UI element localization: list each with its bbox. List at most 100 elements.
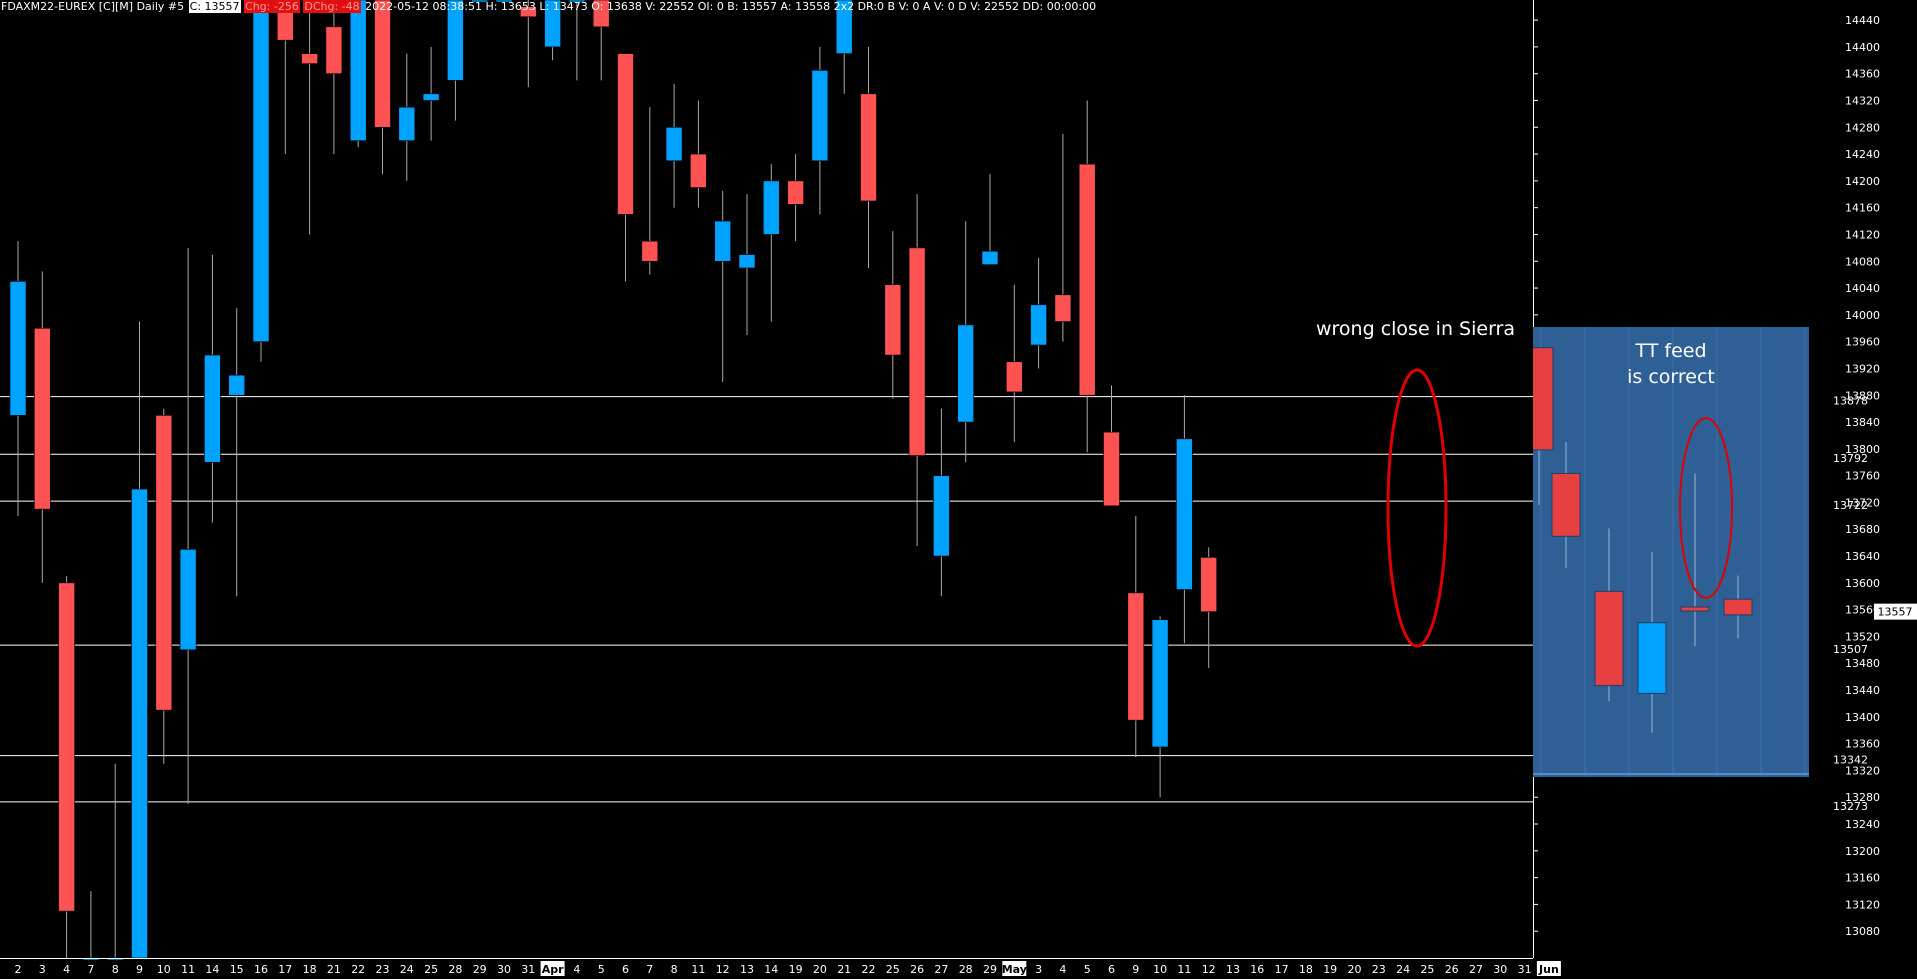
price-tick-label: 14320 bbox=[1845, 94, 1880, 107]
up-candle bbox=[762, 180, 780, 235]
date-tick-label: 10 bbox=[1153, 963, 1167, 976]
date-tick-label: 11 bbox=[181, 963, 195, 976]
up-candle bbox=[252, 0, 270, 342]
date-tick-label: 22 bbox=[351, 963, 365, 976]
date-tick-label: 28 bbox=[448, 963, 462, 976]
date-tick-label: 13 bbox=[740, 963, 754, 976]
date-tick-label: 13 bbox=[1226, 963, 1240, 976]
inset-down-candle bbox=[1551, 472, 1581, 537]
date-tick-label: 23 bbox=[1372, 963, 1386, 976]
month-label-box bbox=[1536, 961, 1561, 976]
up-candle bbox=[422, 93, 440, 101]
up-candle bbox=[9, 281, 27, 416]
month-label-box bbox=[1002, 961, 1027, 976]
up-candle bbox=[665, 126, 683, 162]
date-tick-label: 23 bbox=[376, 963, 390, 976]
level-label: 13342 bbox=[1833, 754, 1868, 767]
wrong-close-annotation: wrong close in Sierra bbox=[1316, 318, 1515, 340]
price-tick-label: 14240 bbox=[1845, 148, 1880, 161]
price-tick-label: 13480 bbox=[1845, 657, 1880, 670]
up-candle bbox=[1151, 619, 1169, 748]
up-candle bbox=[568, 0, 586, 3]
change-value: Chg: -256 bbox=[244, 0, 300, 13]
up-candle bbox=[738, 254, 756, 269]
up-candle bbox=[714, 220, 732, 262]
date-tick-label: 29 bbox=[983, 963, 997, 976]
date-tick-label: 14 bbox=[764, 963, 778, 976]
level-label: 13507 bbox=[1833, 643, 1868, 656]
month-label-box bbox=[540, 961, 565, 976]
price-tick-label: 13880 bbox=[1845, 389, 1880, 402]
date-tick-label: 20 bbox=[1348, 963, 1362, 976]
date-tick-label: 18 bbox=[303, 963, 317, 976]
up-candle bbox=[981, 250, 999, 265]
price-tick-label: 13520 bbox=[1845, 630, 1880, 643]
down-candle bbox=[617, 53, 634, 215]
down-candle bbox=[592, 0, 610, 28]
up-candle bbox=[179, 549, 197, 651]
price-tick-label: 13800 bbox=[1845, 443, 1880, 456]
price-tick-label: 14080 bbox=[1845, 255, 1880, 268]
inset-down-candle bbox=[1594, 590, 1624, 687]
date-tick-label: 29 bbox=[473, 963, 487, 976]
date-tick-label: 16 bbox=[254, 963, 268, 976]
price-tick-label: 13240 bbox=[1845, 818, 1880, 831]
date-tick-label: 24 bbox=[1396, 963, 1410, 976]
down-candle bbox=[155, 415, 173, 711]
up-candle bbox=[544, 0, 561, 48]
date-tick-label: 30 bbox=[1493, 963, 1507, 976]
quote-details: 2022-05-12 08:38:51 H: 13653 L: 13473 O:… bbox=[365, 0, 1097, 13]
inset-down-candle bbox=[1723, 598, 1753, 616]
price-tick-label: 13360 bbox=[1845, 738, 1880, 751]
current-price-box bbox=[1874, 603, 1917, 620]
date-tick-label: 26 bbox=[910, 963, 924, 976]
symbol-label: FDAXM22-EUREX [C][M] Daily #5 bbox=[1, 0, 185, 13]
date-tick-label: 24 bbox=[400, 963, 414, 976]
price-tick-label: 14400 bbox=[1845, 41, 1880, 54]
date-tick-label: 3 bbox=[39, 963, 46, 976]
price-tick-label: 13840 bbox=[1845, 416, 1880, 429]
up-candle bbox=[204, 354, 221, 463]
up-candle bbox=[957, 324, 975, 423]
up-candle bbox=[811, 70, 829, 162]
date-tick-label: 10 bbox=[157, 963, 171, 976]
date-tick-label: 21 bbox=[837, 963, 851, 976]
date-tick-label: 11 bbox=[691, 963, 705, 976]
inset-down-candle bbox=[1533, 347, 1554, 451]
date-tick-label: 8 bbox=[112, 963, 119, 976]
down-candle bbox=[374, 0, 391, 128]
date-tick-label: 17 bbox=[278, 963, 292, 976]
date-tick-label: 4 bbox=[1059, 963, 1066, 976]
price-tick-label: 14040 bbox=[1845, 282, 1880, 295]
price-tick-label: 13400 bbox=[1845, 711, 1880, 724]
price-tick-label: 13160 bbox=[1845, 872, 1880, 885]
date-tick-label: 27 bbox=[1469, 963, 1483, 976]
date-tick-label: 11 bbox=[1177, 963, 1191, 976]
down-candle bbox=[1127, 592, 1145, 721]
tt-feed-annotation: TT feed is correct bbox=[1616, 338, 1726, 390]
date-tick-label: 4 bbox=[573, 963, 580, 976]
tt-close-circle bbox=[1679, 417, 1733, 599]
date-tick-label: 28 bbox=[959, 963, 973, 976]
down-candle bbox=[641, 240, 659, 262]
date-tick-label: 5 bbox=[598, 963, 605, 976]
date-tick-label: 3 bbox=[1035, 963, 1042, 976]
down-candle bbox=[1200, 557, 1217, 612]
date-tick-label: 21 bbox=[327, 963, 341, 976]
price-tick-label: 13560 bbox=[1845, 604, 1880, 617]
date-tick-label: 6 bbox=[622, 963, 629, 976]
level-label: 13792 bbox=[1833, 452, 1868, 465]
up-candle bbox=[228, 374, 245, 396]
date-tick-label: 12 bbox=[1202, 963, 1216, 976]
date-tick-label: 9 bbox=[136, 963, 143, 976]
date-tick-label: Apr bbox=[542, 963, 564, 976]
down-candle bbox=[1054, 294, 1072, 322]
current-price-label: 13557 bbox=[1878, 606, 1913, 619]
down-candle bbox=[908, 247, 926, 456]
date-tick-label: 22 bbox=[862, 963, 876, 976]
date-tick-label: 27 bbox=[934, 963, 948, 976]
close-value: C: 13557 bbox=[188, 0, 241, 13]
date-tick-label: 19 bbox=[1323, 963, 1337, 976]
date-tick-label: 19 bbox=[789, 963, 803, 976]
wrong-close-circle bbox=[1386, 368, 1448, 648]
